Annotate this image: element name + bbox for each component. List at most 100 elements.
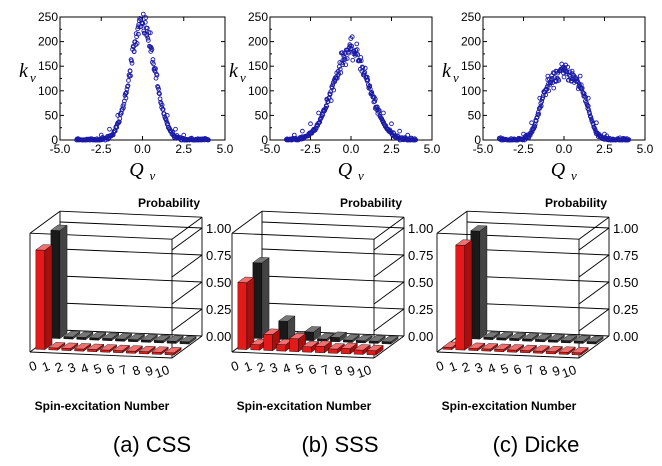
- category-label: 8: [130, 362, 142, 379]
- data-point: [324, 96, 330, 102]
- grid-line: [373, 254, 405, 278]
- bar-top: [112, 344, 131, 351]
- z-tick-label: 0.00: [408, 329, 433, 344]
- x-axis-label: Q: [129, 159, 144, 181]
- bar-top: [455, 239, 473, 246]
- scatter-point: [126, 78, 131, 83]
- bar-top: [127, 333, 146, 340]
- category-label: 5: [293, 360, 305, 377]
- bar-top: [125, 345, 144, 352]
- y-tick-label: 250: [38, 10, 58, 24]
- x-axis-label-sub: ν: [150, 168, 156, 183]
- scatter-point: [583, 95, 589, 100]
- scatter-point: [349, 34, 355, 40]
- grid-line: [578, 308, 610, 332]
- category-label: 10: [355, 362, 374, 381]
- category-label: 1: [447, 358, 459, 375]
- floor-edge: [466, 329, 610, 337]
- bar-top: [571, 347, 589, 354]
- bar-top: [532, 345, 551, 352]
- scatter-point: [343, 62, 349, 68]
- scatter-point: [551, 85, 557, 91]
- bar-front: [366, 350, 377, 356]
- bar-top: [355, 334, 373, 342]
- bar-top: [329, 331, 348, 338]
- bar-top: [353, 344, 371, 351]
- data-point: [356, 57, 362, 63]
- z-tick-label: 1.00: [613, 221, 638, 236]
- category-label: 4: [79, 360, 91, 377]
- bar-top: [179, 336, 197, 343]
- floor-edge: [436, 351, 580, 359]
- z-tick-label: 0.00: [206, 329, 231, 344]
- data-point: [585, 95, 591, 101]
- caption-sss: (b) SSS: [301, 432, 378, 457]
- scatter-point: [532, 124, 538, 130]
- grid-line: [261, 248, 405, 256]
- grid-line: [466, 275, 610, 283]
- x-axis-label: Spin-excitation Number: [35, 399, 170, 413]
- y-axis-label-sub: ν: [30, 70, 36, 85]
- data-point: [136, 31, 141, 37]
- bar3d-panel-a: 0.00 0.25 0.50 0.75 1.00 Probability 0 1 2 3 4 5 6 7 8…: [27, 196, 231, 413]
- data-point: [545, 73, 551, 79]
- scatter-point: [358, 58, 364, 64]
- bar-front: [276, 344, 286, 352]
- data-point: [553, 68, 559, 74]
- z-tick-label: 0.50: [408, 275, 433, 290]
- bar-top: [495, 332, 514, 339]
- x-tick-label: 2.5: [596, 142, 613, 156]
- data-point: [569, 68, 575, 74]
- box-top: [578, 216, 610, 240]
- scatter-point: [528, 130, 534, 136]
- grid-line: [59, 221, 203, 229]
- scatter-point: [328, 98, 334, 103]
- category-label: 6: [104, 361, 116, 378]
- category-label: 3: [268, 359, 280, 376]
- grid-line: [171, 254, 203, 278]
- data-point: [131, 49, 137, 54]
- bar-top: [342, 334, 361, 341]
- box-top: [436, 210, 468, 234]
- bar-side: [59, 224, 68, 339]
- category-label: 0: [27, 358, 39, 375]
- scatter-point: [548, 80, 554, 85]
- bar-top: [301, 341, 320, 348]
- scatter-point: [344, 56, 350, 61]
- data-point: [340, 57, 346, 63]
- bar-top: [483, 331, 501, 338]
- scatter-point: [547, 82, 553, 88]
- z-tick-label: 0.75: [408, 248, 433, 263]
- bar-top: [316, 333, 335, 340]
- scatter-point: [133, 31, 139, 36]
- category-label: 5: [91, 360, 103, 377]
- scatter-point: [160, 106, 166, 112]
- bar-front: [250, 344, 260, 351]
- data-point: [397, 128, 402, 134]
- data-point: [107, 126, 112, 132]
- z-tick-label: 0.25: [613, 302, 638, 317]
- bar-front: [455, 244, 465, 351]
- data-point: [291, 132, 297, 138]
- y-axis-label: k: [229, 60, 239, 82]
- scatter-point: [349, 43, 355, 49]
- x-tick-label: 5.0: [424, 142, 441, 156]
- category-label: 10: [153, 362, 172, 381]
- bar-top: [151, 346, 169, 353]
- y-tick-label: 0: [474, 133, 481, 147]
- x-tick-label: 5.0: [637, 142, 654, 156]
- x-tick-label: 5.0: [217, 142, 234, 156]
- bar-side: [464, 239, 473, 351]
- category-label: 9: [143, 363, 155, 380]
- scatter-point: [582, 93, 588, 99]
- bar-top: [314, 340, 333, 347]
- scatter-point: [146, 38, 151, 43]
- y-tick-label: 100: [248, 84, 268, 98]
- scatter-point: [536, 111, 542, 117]
- x-axis-label: Q: [338, 159, 353, 181]
- floor-edge: [59, 329, 203, 337]
- bar-top: [101, 332, 120, 339]
- y-axis-label-sub: ν: [240, 70, 246, 85]
- y-tick-label: 150: [38, 59, 58, 73]
